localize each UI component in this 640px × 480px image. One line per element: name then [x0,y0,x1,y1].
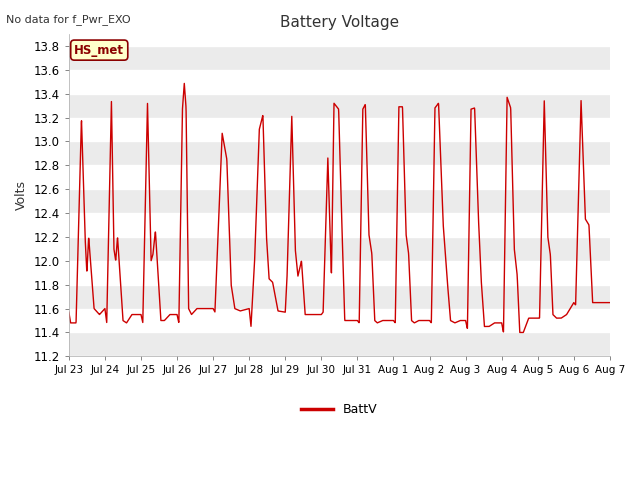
Bar [69,46,610,70]
Y-axis label: Volts: Volts [15,180,28,210]
Title: Battery Voltage: Battery Voltage [280,15,399,30]
Text: No data for f_Pwr_EXO: No data for f_Pwr_EXO [6,14,131,25]
Bar [69,94,610,118]
Bar [69,237,610,261]
Legend: BattV: BattV [296,398,382,421]
Text: HS_met: HS_met [74,44,124,57]
Bar [69,189,610,213]
Bar [69,333,610,356]
Bar [69,285,610,309]
Bar [69,142,610,165]
